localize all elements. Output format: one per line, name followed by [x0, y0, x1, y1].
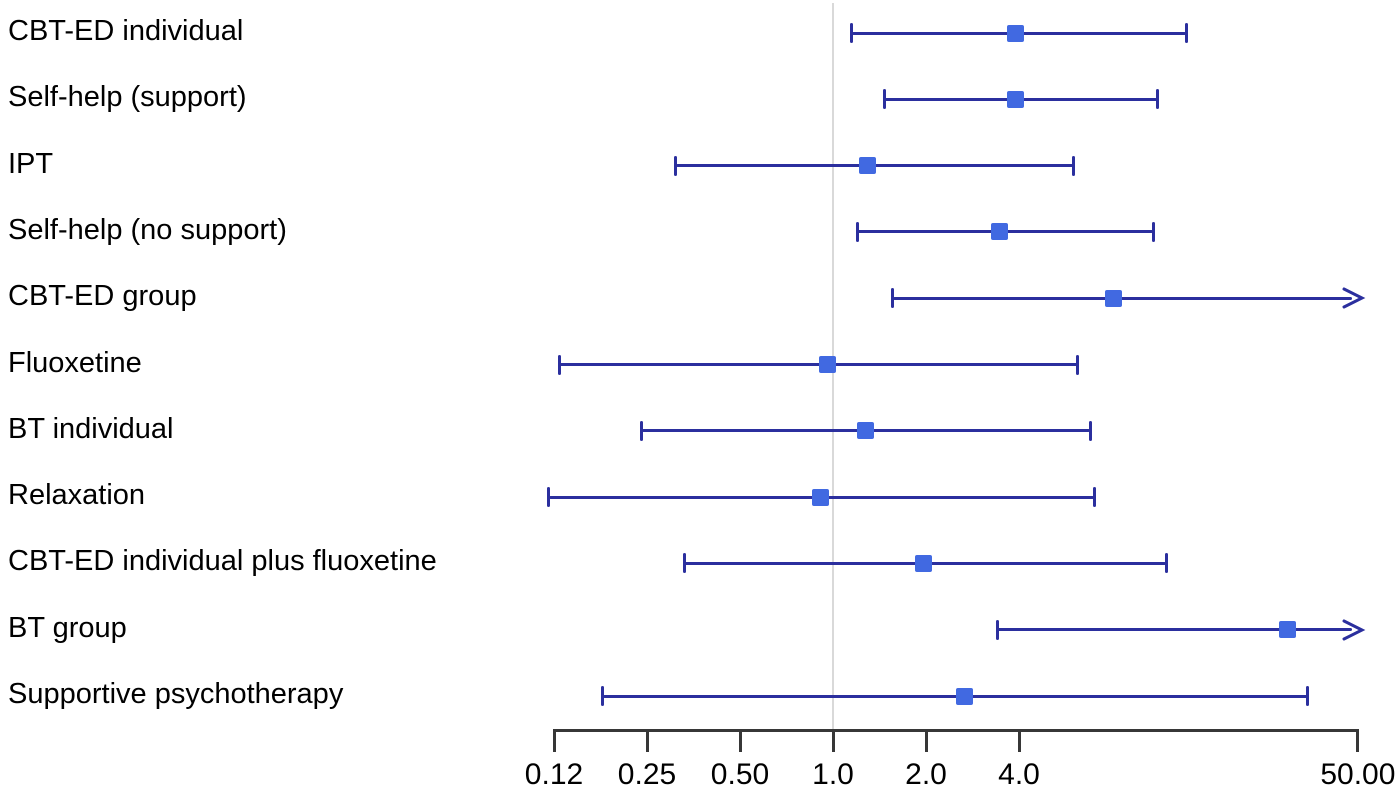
estimate-marker: [956, 687, 974, 705]
row-label: BT individual: [8, 412, 174, 445]
estimate-marker: [991, 223, 1009, 241]
row-label: Relaxation: [8, 479, 146, 512]
x-axis-tick: [924, 729, 928, 752]
x-axis-tick-label: 0.25: [617, 758, 677, 791]
estimate-marker: [811, 488, 829, 506]
row-label: CBT-ED group: [8, 280, 197, 313]
x-axis-tick: [1017, 729, 1021, 752]
ci-cap-high: [1306, 686, 1310, 706]
ci-line: [997, 628, 1352, 632]
estimate-marker: [1105, 289, 1123, 307]
estimate-marker: [856, 422, 874, 440]
arrow-right-icon: [1340, 617, 1366, 643]
arrow-right-icon: [1340, 285, 1366, 311]
x-axis-tick-label: 1.0: [812, 758, 854, 791]
ci-cap-low: [682, 553, 686, 574]
estimate-marker: [819, 356, 837, 373]
ci-cap-low: [995, 619, 999, 640]
x-axis-tick-label: 4.0: [998, 758, 1040, 791]
x-axis-tick-label: 2.0: [905, 758, 947, 791]
ci-cap-low: [547, 487, 551, 508]
row-label: Self-help (no support): [8, 214, 287, 247]
row-label: IPT: [8, 147, 54, 180]
ci-cap-low: [891, 288, 895, 309]
x-axis-tick: [831, 729, 835, 752]
x-axis-tick: [1356, 729, 1360, 752]
row-label: CBT-ED individual plus fluoxetine: [8, 545, 437, 578]
ci-cap-high: [1071, 155, 1075, 176]
x-axis-tick-label: 50.00: [1320, 758, 1396, 791]
ci-cap-high: [1088, 420, 1092, 441]
ci-cap-low: [640, 420, 644, 441]
ci-cap-low: [557, 354, 561, 375]
estimate-marker: [914, 554, 932, 572]
ci-cap-low: [601, 686, 605, 706]
ci-cap-low: [674, 155, 678, 176]
x-axis-line: [554, 729, 1358, 732]
row-label: Supportive psychotherapy: [8, 678, 344, 711]
ci-cap-high: [1164, 553, 1168, 574]
x-axis-tick: [738, 729, 742, 752]
estimate-marker: [1278, 621, 1296, 639]
row-label: Fluoxetine: [8, 346, 142, 379]
estimate-marker: [1007, 24, 1025, 42]
ci-cap-low: [883, 89, 887, 110]
x-axis-tick: [645, 729, 649, 752]
row-label: Self-help (support): [8, 81, 247, 114]
x-axis-tick: [552, 729, 556, 752]
ci-line: [559, 363, 1078, 366]
ci-cap-high: [1155, 89, 1159, 110]
ci-line: [892, 296, 1352, 300]
row-label: CBT-ED individual: [8, 15, 244, 48]
ci-cap-low: [855, 221, 859, 242]
ci-cap-high: [1152, 221, 1155, 242]
ci-line: [602, 694, 1308, 698]
row-label: BT group: [8, 611, 127, 644]
x-axis-tick-label: 0.50: [710, 758, 770, 791]
ci-cap-high: [1092, 487, 1096, 508]
ci-cap-high: [1076, 354, 1080, 375]
estimate-marker: [1007, 90, 1025, 108]
ci-cap-high: [1184, 23, 1188, 43]
x-axis-tick-label: 0.12: [524, 758, 584, 791]
estimate-marker: [858, 157, 876, 175]
ci-cap-low: [850, 23, 854, 43]
